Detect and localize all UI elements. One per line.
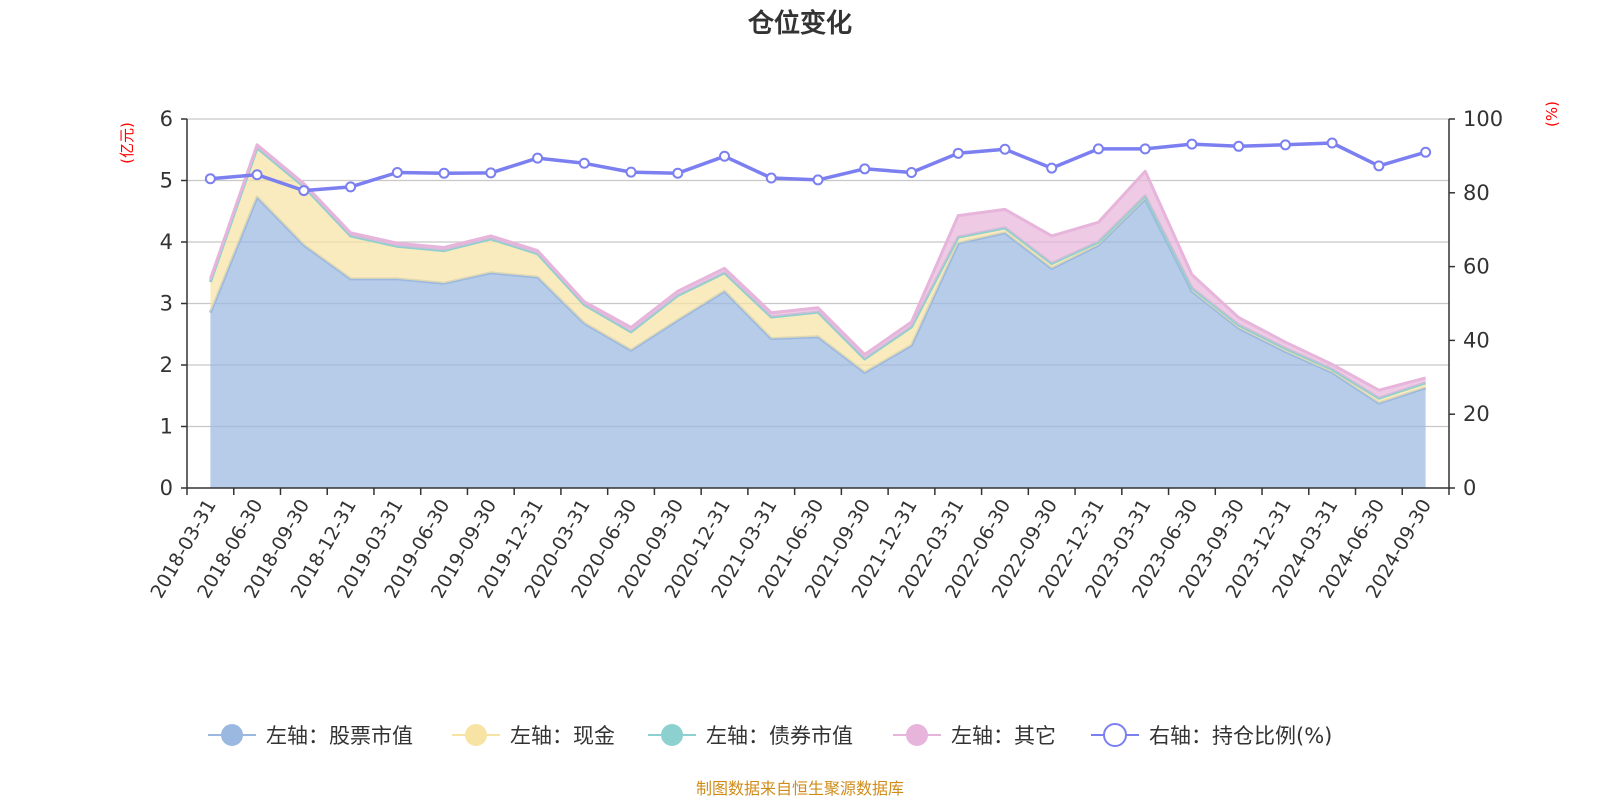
left-axis-tick-label: 6 [160, 107, 173, 131]
ratio-point[interactable] [204, 173, 216, 185]
ratio-point[interactable] [1186, 138, 1198, 150]
ratio-point[interactable] [672, 167, 684, 179]
ratio-point[interactable] [859, 163, 871, 175]
ratio-point[interactable] [345, 181, 357, 193]
right-axis-tick-label: 60 [1463, 255, 1490, 279]
ratio-point[interactable] [298, 185, 310, 197]
ratio-point[interactable] [999, 143, 1011, 155]
ratio-point[interactable] [1139, 143, 1151, 155]
left-axis-tick-label: 3 [160, 292, 173, 316]
ratio-point[interactable] [625, 166, 637, 178]
right-axis-tick-label: 40 [1463, 328, 1490, 352]
ratio-point[interactable] [1092, 143, 1104, 155]
left-axis-tick-label: 4 [160, 230, 173, 254]
ratio-point[interactable] [1326, 137, 1338, 149]
right-axis-unit-label: (%) [1543, 101, 1561, 127]
legend-label: 左轴：股票市值 [266, 724, 413, 748]
position-ratio-line [204, 137, 1432, 197]
legend-item[interactable]: 左轴：债券市值 [648, 724, 853, 748]
legend-label: 左轴：现金 [510, 724, 615, 748]
legend-item[interactable]: 右轴：持仓比例(%) [1091, 723, 1332, 748]
ratio-point[interactable] [251, 169, 263, 181]
left-axis-tick-label: 0 [160, 476, 173, 500]
left-axis-unit-label: (亿元) [118, 122, 136, 164]
ratio-point[interactable] [1420, 146, 1432, 158]
ratio-point[interactable] [532, 152, 544, 164]
right-axis-tick-label: 100 [1463, 107, 1503, 131]
series-3-edge-line [208, 143, 1426, 392]
right-axis-tick-label: 0 [1463, 476, 1476, 500]
series-0-area [210, 197, 1426, 488]
legend-item[interactable]: 左轴：现金 [452, 724, 615, 748]
ratio-point[interactable] [905, 167, 917, 179]
left-axis-tick-label: 5 [160, 169, 173, 193]
left-axis-tick-label: 1 [160, 415, 173, 439]
left-axis-tick-label: 2 [160, 353, 173, 377]
data-source-note: 制图数据来自恒生聚源数据库 [696, 779, 904, 798]
ratio-point[interactable] [812, 174, 824, 186]
ratio-point[interactable] [391, 167, 403, 179]
legend-hollow-circle-icon [1103, 723, 1127, 747]
ratio-point[interactable] [1373, 160, 1385, 172]
chart-title: 仓位变化 [747, 8, 852, 39]
legend-circle-icon [221, 724, 243, 746]
legend[interactable]: 左轴：股票市值 左轴：现金 左轴：债券市值 左轴：其它 右轴：持仓比例(%) [208, 723, 1332, 748]
ratio-point[interactable] [1233, 140, 1245, 152]
legend-item[interactable]: 左轴：其它 [893, 724, 1056, 748]
legend-circle-icon [661, 724, 683, 746]
ratio-point[interactable] [719, 150, 731, 162]
ratio-point[interactable] [578, 157, 590, 169]
series-3-area [210, 144, 1426, 399]
series-1-area [210, 147, 1426, 404]
legend-label: 左轴：其它 [951, 724, 1056, 748]
legend-circle-icon [465, 724, 487, 746]
legend-item[interactable]: 左轴：股票市值 [208, 724, 413, 748]
ratio-point[interactable] [952, 147, 964, 159]
right-axis-tick-label: 80 [1463, 181, 1490, 205]
legend-label: 左轴：债券市值 [706, 724, 853, 748]
ratio-point[interactable] [765, 172, 777, 184]
ratio-point[interactable] [485, 167, 497, 179]
legend-label: 右轴：持仓比例(%) [1149, 724, 1332, 748]
ratio-point[interactable] [1046, 162, 1058, 174]
ratio-point[interactable] [438, 167, 450, 179]
stacked-areas [208, 143, 1427, 488]
legend-circle-icon [906, 724, 928, 746]
right-axis-tick-label: 20 [1463, 402, 1490, 426]
ratio-point[interactable] [1279, 139, 1291, 151]
